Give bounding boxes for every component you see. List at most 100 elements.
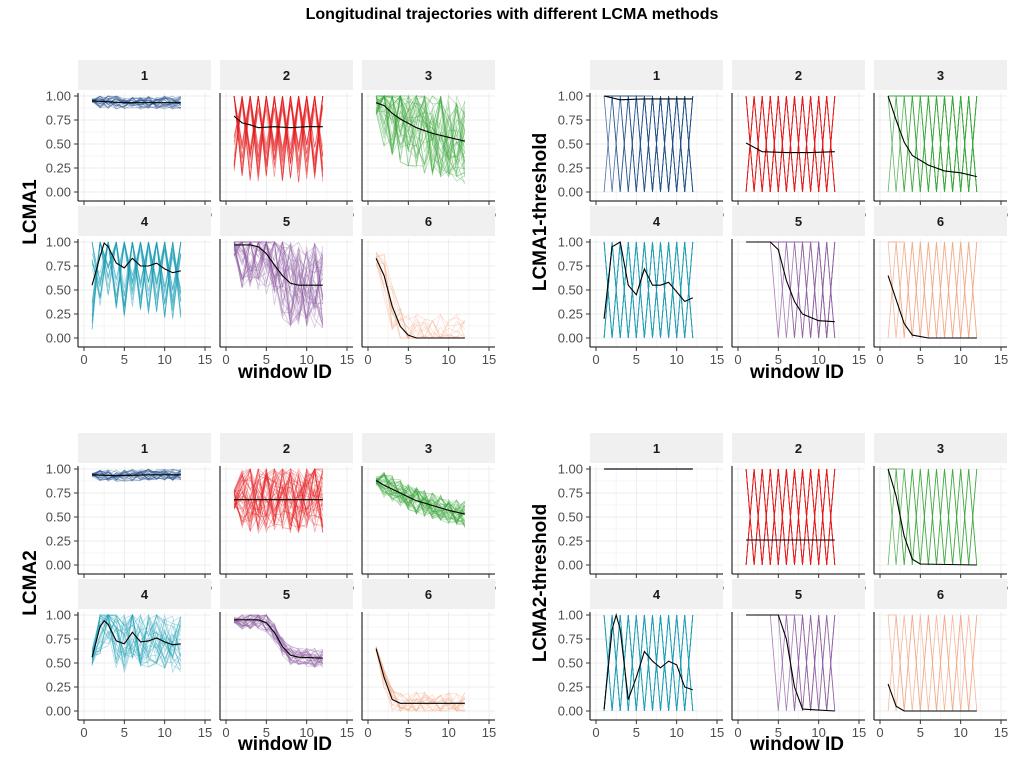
facet-panel-1: 10510150.000.250.500.751.00: [558, 60, 724, 221]
facet-strip-label: 3: [937, 68, 944, 83]
x-tick-label: 0: [222, 352, 229, 367]
x-tick-label: 15: [994, 725, 1008, 740]
trajectory-line: [376, 477, 466, 526]
y-tick-label: 0.75: [558, 113, 583, 128]
trajectory-line: [745, 468, 836, 566]
x-tick-label: 15: [482, 725, 496, 740]
mean-trajectory-line: [92, 474, 181, 477]
trajectory-line: [91, 241, 182, 324]
trajectory-line: [233, 614, 324, 666]
x-tick-label: 15: [852, 725, 866, 740]
x-tick-label: 5: [917, 725, 924, 740]
trajectory-line: [745, 95, 836, 193]
trajectory-line: [233, 240, 324, 321]
trajectory-line: [375, 94, 466, 175]
x-tick-label: 0: [364, 352, 371, 367]
y-tick-label: 0.75: [558, 486, 583, 501]
x-tick-label: 0: [364, 725, 371, 740]
trajectory-line: [91, 241, 182, 315]
x-tick-label: 10: [299, 352, 313, 367]
facet-panel-2: 2051015: [219, 433, 354, 594]
trajectory-line: [375, 650, 466, 712]
trajectory-line: [233, 614, 324, 663]
facet-strip: [874, 206, 1007, 236]
trajectory-line: [91, 241, 182, 308]
trajectory-line: [91, 241, 182, 306]
trajectory-line: [375, 472, 465, 520]
trajectory-line: [375, 95, 466, 173]
trajectory-line: [233, 468, 324, 529]
y-tick-label: 1.00: [46, 608, 71, 623]
mean-trajectory-line: [375, 648, 465, 704]
trajectory-line: [233, 95, 324, 173]
x-tick-label: 5: [121, 725, 128, 740]
trajectory-line: [233, 241, 324, 327]
y-tick-label: 0.00: [558, 558, 583, 573]
trajectory-line: [233, 241, 324, 329]
trajectory-line: [375, 472, 465, 525]
x-tick-label: 15: [340, 725, 354, 740]
trajectory-line: [234, 241, 324, 326]
trajectory-lines: [233, 467, 324, 535]
trajectory-line: [375, 95, 466, 182]
facet-panel-5: 5 0 5 10 15: [731, 206, 866, 367]
x-tick-label: 0: [592, 352, 599, 367]
trajectory-line: [375, 477, 465, 523]
x-tick-label: 0: [592, 725, 599, 740]
trajectory-line: [91, 614, 182, 664]
y-tick-label: 0.75: [46, 486, 71, 501]
y-tick-label: 1.00: [558, 235, 583, 250]
trajectory-line: [233, 241, 324, 323]
trajectory-line: [375, 94, 466, 178]
x-axis-title: window ID: [749, 362, 844, 383]
facet-strip: [732, 579, 865, 609]
trajectory-lines: [887, 241, 978, 339]
trajectory-line: [233, 95, 324, 182]
x-tick-label: 0: [80, 725, 87, 740]
x-tick-label: 15: [198, 725, 212, 740]
mean-trajectory-line: [887, 468, 977, 566]
trajectory-line: [91, 469, 181, 480]
trajectory-line: [233, 240, 324, 326]
trajectory-line: [375, 650, 465, 712]
facet-strip-label: 6: [425, 587, 432, 602]
trajectory-line: [233, 473, 324, 532]
trajectory-line: [234, 617, 323, 666]
y-tick-label: 0.00: [46, 704, 71, 719]
figure-title: Longitudinal trajectories with different…: [306, 6, 719, 23]
trajectory-line: [375, 94, 466, 177]
mean-trajectory-line: [887, 683, 977, 712]
y-tick-label: 0.50: [46, 510, 71, 525]
trajectory-line: [375, 95, 466, 158]
trajectory-line: [233, 95, 324, 176]
gridlines: [78, 612, 211, 720]
facet-panel-6: 6 0 5 10 15: [873, 206, 1008, 367]
trajectory-line: [92, 95, 181, 108]
trajectory-line: [233, 614, 324, 665]
trajectory-line: [91, 620, 182, 664]
trajectory-line: [91, 97, 181, 108]
trajectory-line: [233, 615, 324, 667]
facet-panel-3: 3051015: [873, 60, 1008, 221]
facet-panel-1: 10510150.000.250.500.751.00: [46, 60, 212, 221]
trajectory-line: [233, 241, 323, 319]
trajectory-line: [233, 95, 324, 180]
y-tick-label: 1.00: [558, 89, 583, 104]
x-tick-label: 5: [917, 352, 924, 367]
mean-trajectory-line: [375, 480, 465, 515]
trajectory-line: [375, 646, 465, 712]
trajectory-line: [233, 468, 323, 534]
mean-trajectory-line: [746, 614, 835, 712]
trajectory-line: [91, 468, 181, 482]
facet-strip: [590, 60, 723, 90]
facet-strip: [362, 433, 495, 463]
x-tick-label: 15: [482, 352, 496, 367]
facet-panel-4: 4 0 5 10 15 0.00 0.25 0.50 0.75 1.00: [46, 206, 212, 367]
trajectory-line: [91, 468, 181, 480]
trajectory-line: [375, 649, 465, 706]
trajectory-line: [233, 95, 324, 177]
trajectory-lines: [91, 613, 182, 674]
facet-panel-3: 3051015: [361, 60, 496, 221]
